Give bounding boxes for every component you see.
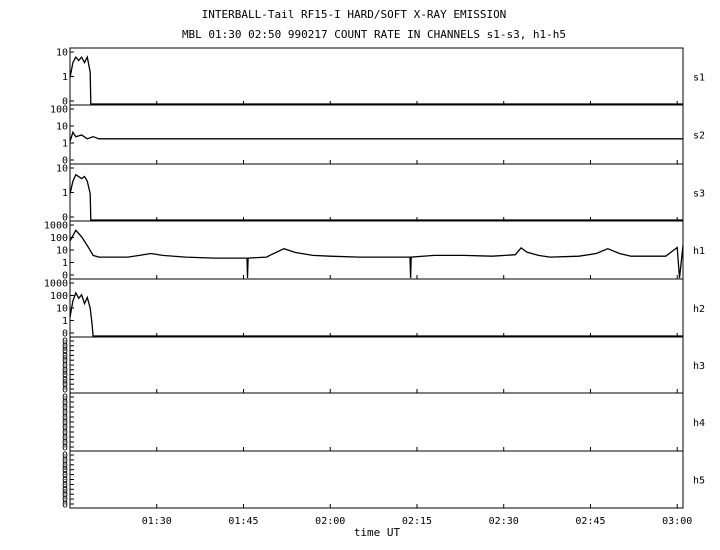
y-tick-label-h4: 0	[62, 443, 68, 454]
x-tick-label: 02:45	[575, 516, 605, 527]
y-tick-label-h2: 1000	[44, 279, 68, 290]
y-tick-label-h4: 0	[62, 403, 68, 414]
series-line-h1	[69, 229, 684, 279]
y-tick-label-h5: 0	[62, 451, 68, 462]
y-tick-label-s3: 0	[62, 213, 68, 224]
panels-group: s11010s21001010s31010h110001001010h21000…	[44, 47, 705, 511]
y-tick-label-h1: 10	[56, 246, 68, 257]
y-tick-label-h5: 0	[62, 475, 68, 486]
y-tick-label-h5: 0	[62, 500, 68, 511]
y-tick-label-h4: 0	[62, 423, 68, 434]
series-line-h2	[69, 291, 683, 337]
y-tick-label-s1: 1	[62, 72, 68, 83]
panel-frame-h2	[69, 278, 684, 338]
chart-subtitle: MBL 01:30 02:50 990217 COUNT RATE IN CHA…	[182, 28, 566, 41]
y-tick-label-h1: 100	[50, 233, 68, 244]
channel-label-s1: s1	[693, 73, 705, 84]
chart-title: INTERBALL-Tail RF15-I HARD/SOFT X-RAY EM…	[202, 8, 507, 21]
x-tick-label: 01:30	[142, 516, 172, 527]
y-tick-label-h4: 0	[62, 433, 68, 444]
panel-frame-h3	[69, 336, 684, 394]
y-tick-label-h5: 0	[62, 480, 68, 491]
y-tick-label-h5: 0	[62, 465, 68, 476]
series-line-s3	[69, 173, 683, 221]
y-tick-label-h5: 0	[62, 460, 68, 471]
y-tick-label-s2: 10	[56, 122, 68, 133]
y-tick-label-h5: 0	[62, 455, 68, 466]
panel-frame-s3	[69, 163, 684, 222]
y-tick-label-h4: 0	[62, 418, 68, 429]
channel-label-h1: h1	[693, 246, 705, 257]
series-line-s2	[69, 130, 683, 142]
y-tick-label-h3: 0	[62, 351, 68, 362]
y-tick-label-h4: 0	[62, 413, 68, 424]
channel-label-s3: s3	[693, 189, 705, 200]
y-tick-label-h4: 0	[62, 408, 68, 419]
y-tick-label-h2: 0	[62, 329, 68, 340]
channel-label-h2: h2	[693, 304, 705, 315]
y-tick-label-s2: 100	[50, 105, 68, 116]
y-tick-label-h2: 10	[56, 304, 68, 315]
y-tick-label-h2: 1	[62, 316, 68, 327]
panel-frame-s2	[69, 104, 684, 165]
y-tick-label-h5: 0	[62, 490, 68, 501]
x-tick-label: 02:00	[315, 516, 345, 527]
panel-frame-s1	[69, 47, 684, 106]
y-tick-label-s3: 10	[56, 164, 68, 175]
y-tick-label-s1: 0	[62, 97, 68, 108]
channel-label-h5: h5	[693, 476, 705, 487]
y-tick-label-h3: 0	[62, 356, 68, 367]
panel-frame-h4	[69, 392, 684, 452]
y-tick-label-h5: 0	[62, 470, 68, 481]
x-axis-label: time UT	[354, 526, 401, 539]
y-tick-label-h2: 100	[50, 291, 68, 302]
y-tick-label-h3: 0	[62, 370, 68, 381]
x-tick-label: 01:45	[228, 516, 258, 527]
y-tick-label-h5: 0	[62, 485, 68, 496]
y-tick-label-h3: 0	[62, 361, 68, 372]
y-tick-label-h3: 0	[62, 380, 68, 391]
y-tick-label-h4: 0	[62, 428, 68, 439]
y-tick-label-h3: 0	[62, 375, 68, 386]
x-axis: 01:30 01:45 02:00 02:15 02:30 02:45 03:00	[142, 516, 693, 527]
y-tick-label-s1: 10	[56, 48, 68, 59]
y-tick-label-h1: 0	[62, 271, 68, 282]
panel-frame-h1	[69, 220, 684, 280]
y-tick-label-h4: 0	[62, 398, 68, 409]
x-tick-label: 02:30	[489, 516, 519, 527]
panel-frame-h5	[69, 450, 684, 509]
y-tick-label-h4: 0	[62, 393, 68, 404]
y-tick-label-h3: 0	[62, 337, 68, 348]
y-tick-label-s2: 1	[62, 139, 68, 150]
y-tick-label-h1: 1	[62, 258, 68, 269]
y-tick-label-h5: 0	[62, 495, 68, 506]
channel-label-s2: s2	[693, 131, 705, 142]
y-tick-label-h4: 0	[62, 438, 68, 449]
x-tick-label: 02:15	[402, 516, 432, 527]
y-tick-label-h3: 0	[62, 385, 68, 396]
y-tick-label-h1: 1000	[44, 221, 68, 232]
x-tick-label: 03:00	[662, 516, 692, 527]
y-tick-label-s3: 1	[62, 188, 68, 199]
series-line-s1	[69, 55, 683, 105]
y-tick-label-h3: 0	[62, 341, 68, 352]
y-tick-label-h3: 0	[62, 346, 68, 357]
y-tick-label-s2: 0	[62, 156, 68, 167]
y-tick-label-h3: 0	[62, 365, 68, 376]
channel-label-h3: h3	[693, 361, 705, 372]
channel-label-h4: h4	[693, 418, 705, 429]
